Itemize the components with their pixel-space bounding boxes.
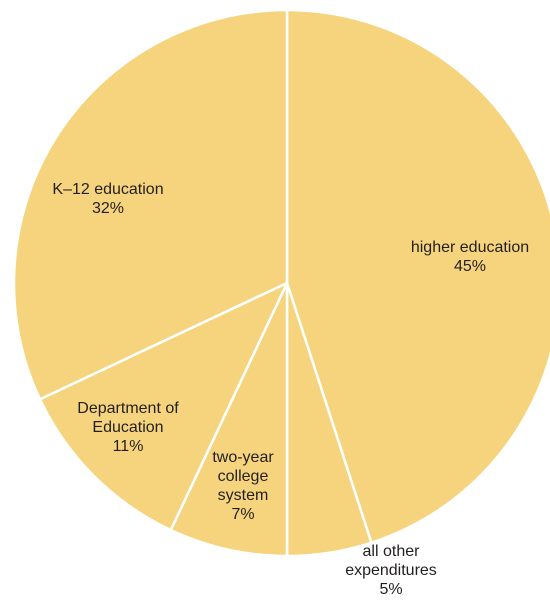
slice-name-label: K–12 education — [52, 181, 163, 198]
slice-label: higher education 45% — [411, 239, 529, 275]
slice-label: all other expenditures 5% — [345, 543, 437, 598]
pie-slice — [38, 281, 289, 532]
slice-value-label: 7% — [231, 506, 254, 523]
pie-slices — [12, 8, 550, 558]
slice-label: K–12 education 32% — [52, 181, 163, 217]
pie-slice — [169, 281, 289, 558]
pie-labels: higher education 45% all other expenditures… — [52, 181, 529, 598]
slice-name-label: college — [218, 468, 269, 485]
pie-slice — [285, 8, 550, 544]
slice-value-label: 45% — [454, 258, 486, 275]
slice-value-label: 32% — [92, 200, 124, 217]
slice-name-label: expenditures — [345, 562, 437, 579]
slice-value-label: 11% — [113, 438, 144, 455]
slice-name-label: system — [218, 487, 269, 504]
slice-name-label: higher education — [411, 239, 529, 256]
slice-name-label: two-year — [212, 449, 274, 466]
slice-name-label: all other — [363, 543, 421, 560]
pie-slice — [12, 8, 289, 401]
slice-name-label: Department of — [77, 400, 179, 417]
slice-value-label: 5% — [379, 581, 402, 598]
slice-name-label: Education — [92, 419, 163, 436]
slice-label: two-year college system 7% — [212, 449, 274, 523]
slice-label: Department of Education 11% — [77, 400, 179, 455]
